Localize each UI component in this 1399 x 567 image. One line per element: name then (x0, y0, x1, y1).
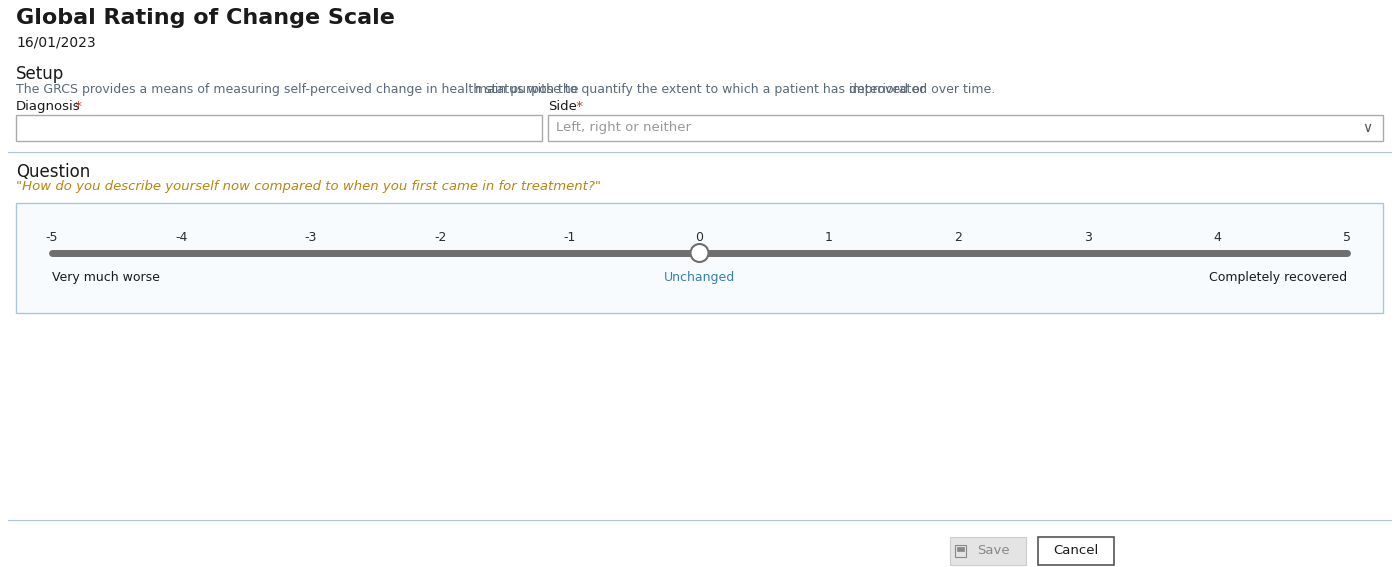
Text: Unchanged: Unchanged (665, 271, 734, 284)
Text: ∨: ∨ (1363, 121, 1372, 135)
Text: Save: Save (977, 544, 1009, 557)
Text: 4: 4 (1213, 231, 1221, 244)
Text: 5: 5 (1343, 231, 1351, 244)
FancyBboxPatch shape (957, 547, 964, 551)
FancyBboxPatch shape (548, 115, 1384, 141)
Text: main purpose to quantify the extent to which a patient has improved or: main purpose to quantify the extent to w… (476, 83, 925, 96)
Text: deteriorated over time.: deteriorated over time. (845, 83, 995, 96)
Text: Setup: Setup (15, 65, 64, 83)
Text: 1: 1 (825, 231, 832, 244)
Text: Very much worse: Very much worse (52, 271, 159, 284)
Text: Side: Side (548, 100, 576, 113)
Text: -3: -3 (305, 231, 318, 244)
FancyBboxPatch shape (15, 115, 541, 141)
Text: -4: -4 (175, 231, 187, 244)
Circle shape (691, 244, 708, 262)
Text: 0: 0 (695, 231, 704, 244)
Text: *: * (71, 100, 83, 113)
Text: 2: 2 (954, 231, 963, 244)
Text: 16/01/2023: 16/01/2023 (15, 36, 95, 50)
Text: Left, right or neither: Left, right or neither (555, 121, 691, 134)
Text: The GRCS provides a means of measuring self-perceived change in health status wi: The GRCS provides a means of measuring s… (15, 83, 582, 96)
Text: -2: -2 (434, 231, 446, 244)
FancyBboxPatch shape (1038, 537, 1114, 565)
Text: 3: 3 (1084, 231, 1093, 244)
Text: -5: -5 (46, 231, 59, 244)
Text: "How do you describe yourself now compared to when you first came in for treatme: "How do you describe yourself now compar… (15, 180, 602, 193)
FancyBboxPatch shape (15, 203, 1384, 313)
FancyBboxPatch shape (950, 537, 1025, 565)
Text: Question: Question (15, 163, 91, 181)
FancyBboxPatch shape (956, 545, 965, 557)
Text: Diagnosis: Diagnosis (15, 100, 81, 113)
Text: -1: -1 (564, 231, 576, 244)
Text: Completely recovered: Completely recovered (1209, 271, 1347, 284)
Text: Cancel: Cancel (1053, 544, 1098, 557)
Text: *: * (572, 100, 583, 113)
Text: Global Rating of Change Scale: Global Rating of Change Scale (15, 8, 395, 28)
